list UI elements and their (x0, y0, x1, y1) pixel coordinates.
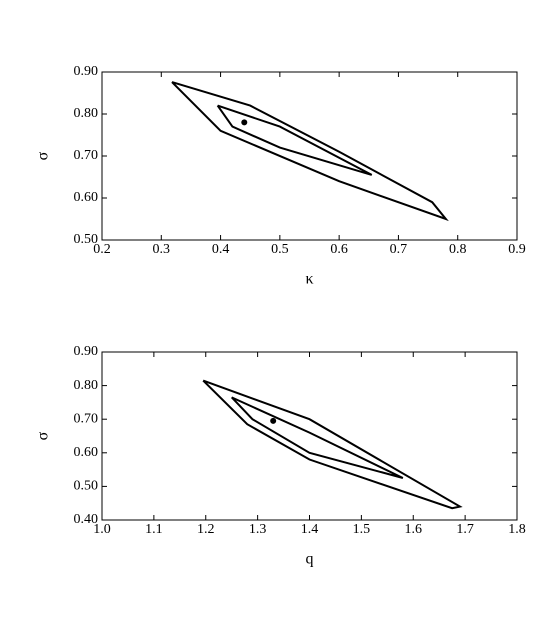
x-tick-label: 1.3 (249, 522, 267, 537)
y-tick-label: 0.70 (74, 148, 99, 163)
x-tick-label: 1.5 (353, 522, 371, 537)
x-axis-label: κ (305, 271, 313, 288)
y-tick-label: 0.50 (74, 232, 99, 247)
x-tick-label: 1.7 (456, 522, 474, 537)
y-tick-label: 0.50 (74, 479, 99, 494)
x-tick-label: 1.6 (405, 522, 423, 537)
x-tick-label: 0.9 (508, 242, 526, 257)
x-tick-label: 0.6 (330, 242, 348, 257)
contour (171, 81, 449, 222)
x-tick-label: 0.8 (449, 242, 467, 257)
y-tick-label: 0.40 (74, 512, 99, 527)
contour (202, 379, 463, 510)
y-tick-label: 0.80 (74, 106, 99, 121)
x-tick-label: 1.4 (301, 522, 319, 537)
x-tick-label: 0.5 (271, 242, 289, 257)
x-tick-label: 0.4 (212, 242, 230, 257)
y-tick-label: 0.70 (74, 411, 99, 426)
y-tick-label: 0.60 (74, 190, 99, 205)
contour (230, 396, 404, 479)
best-fit-point (241, 119, 248, 126)
x-tick-label: 1.2 (197, 522, 215, 537)
best-fit-point (270, 417, 277, 424)
x-tick-label: 0.7 (390, 242, 408, 257)
y-axis-label: σ (35, 151, 52, 160)
y-tick-label: 0.80 (74, 378, 99, 393)
x-axis-label: q (306, 551, 314, 568)
y-axis-label: σ (35, 431, 52, 440)
y-tick-label: 0.60 (74, 445, 99, 460)
x-tick-label: 0.2 (93, 242, 111, 257)
x-tick-label: 1.8 (508, 522, 526, 537)
x-tick-label: 1.0 (93, 522, 111, 537)
y-tick-label: 0.90 (74, 64, 99, 79)
plot-frame (101, 351, 518, 521)
y-tick-label: 0.90 (74, 344, 99, 359)
x-tick-label: 0.3 (153, 242, 171, 257)
x-tick-label: 1.1 (145, 522, 163, 537)
contour (216, 104, 373, 176)
